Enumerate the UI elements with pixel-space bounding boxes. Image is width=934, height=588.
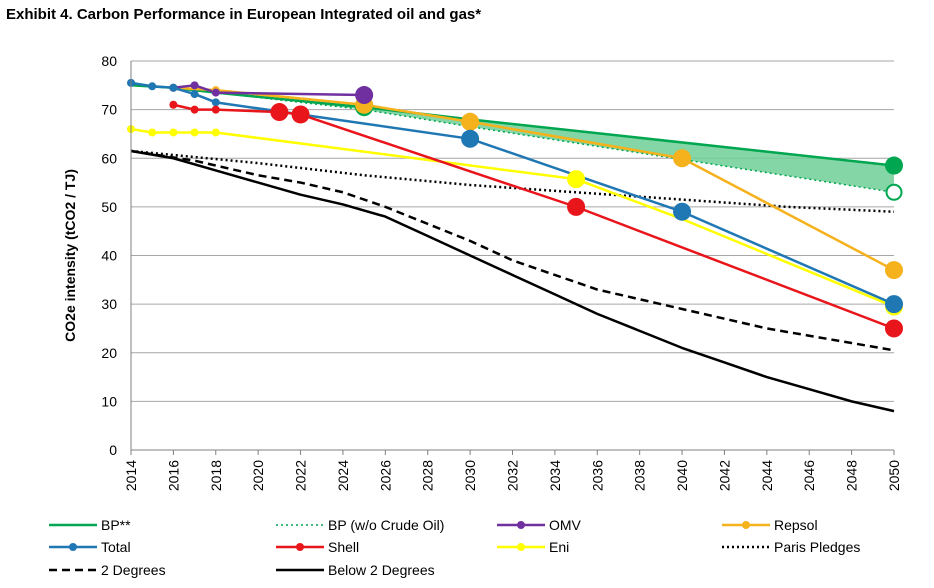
marker-bp-w-o-crude-oil [885,183,903,201]
y-tick-label: 10 [101,393,117,409]
y-tick-label: 30 [101,296,117,312]
marker-total [169,83,178,92]
x-tick-label: 2014 [123,460,139,491]
legend-label: Total [101,539,131,555]
marker-shell [190,105,199,114]
marker-shell [211,105,220,114]
marker-total [190,90,199,99]
x-tick-label: 2018 [208,460,224,491]
bp-shaded-area [131,85,894,193]
marker-shell [567,197,586,216]
x-tick-label: 2022 [293,460,309,491]
x-tick-label: 2030 [462,460,478,491]
x-tick-label: 2032 [505,460,521,491]
marker-eni [148,128,157,137]
marker-repsol [461,112,480,131]
series-line-total [130,81,895,306]
marker-omv [211,88,220,97]
legend-marker [296,543,304,551]
legend-item-below-2-degrees: Below 2 Degrees [276,562,435,578]
marker-eni [169,128,178,137]
series-line-shell [173,103,895,330]
series-markers [127,78,903,338]
legend-item-repsol: Repsol [722,517,818,533]
x-tick-label: 2042 [716,460,732,491]
legend-item-2-degrees: 2 Degrees [49,562,166,578]
legend-label: Repsol [774,517,818,533]
marker-shell [291,105,310,124]
legend-item-total: Total [49,539,131,555]
legend-item-bp: BP** [49,517,131,533]
marker-total [885,295,903,314]
marker-bp [885,156,903,175]
legend-item-bp-w-o-crude-oil: BP (w/o Crude Oil) [276,517,444,533]
y-tick-label: 60 [101,150,117,166]
marker-repsol [673,149,692,168]
y-tick-label: 0 [109,442,117,458]
marker-eni [567,170,586,189]
legend-label: OMV [549,517,582,533]
x-tick-label: 2048 [844,460,860,491]
gridlines [131,60,894,402]
series-line-below-2-degrees [130,149,895,413]
legend-label: Paris Pledges [774,539,860,555]
series-line-2-degrees [130,149,895,352]
marker-eni [211,128,220,137]
x-tick-label: 2038 [632,460,648,491]
legend-marker [69,543,77,551]
legend-item-paris-pledges: Paris Pledges [722,539,860,555]
x-tick-label: 2020 [250,460,266,491]
marker-eni [190,128,199,137]
legend: BP** BP (w/o Crude Oil) OMV Repsol Total Shel… [49,517,860,578]
marker-shell [169,100,178,109]
chart-title: Exhibit 4. Carbon Performance in Europea… [6,6,482,23]
series-line-bp-w-o-crude-oil [130,84,895,194]
legend-item-shell: Shell [276,539,359,555]
marker-omv [355,86,374,105]
x-tick-label: 2050 [886,460,902,491]
y-tick-label: 50 [101,199,117,215]
x-tick-label: 2046 [801,460,817,491]
legend-item-eni: Eni [497,539,569,555]
legend-label: BP (w/o Crude Oil) [328,517,444,533]
marker-repsol [885,261,903,280]
x-tick-label: 2036 [589,460,605,491]
marker-shell [270,103,289,122]
x-tick-label: 2016 [165,460,181,491]
x-tick-label: 2040 [674,460,690,491]
x-tick-label: 2026 [377,460,393,491]
y-axis-title: CO2e intensity (tCO2 / TJ) [62,169,78,342]
x-tick-label: 2044 [759,460,775,491]
legend-item-omv: OMV [497,517,582,533]
marker-shell [885,319,903,338]
bp-shaded-band [131,85,894,193]
x-tick-label: 2024 [335,460,351,491]
marker-total [461,129,480,148]
legend-marker [742,521,750,529]
legend-marker [517,521,525,529]
y-tick-label: 70 [101,102,117,118]
y-tick-label: 80 [101,53,117,69]
marker-omv [190,81,199,90]
y-tick-label: 40 [101,248,117,264]
legend-label: BP** [101,517,131,533]
x-tick-label: 2034 [547,460,563,491]
marker-total [211,98,220,107]
series-line-omv [173,84,365,97]
legend-label: Shell [328,539,359,555]
legend-label: Eni [549,539,569,555]
marker-total [148,82,157,91]
legend-label: Below 2 Degrees [328,562,435,578]
legend-marker [517,543,525,551]
legend-label: 2 Degrees [101,562,166,578]
y-tick-label: 20 [101,345,117,361]
x-tick-label: 2028 [420,460,436,491]
marker-total [673,202,692,221]
